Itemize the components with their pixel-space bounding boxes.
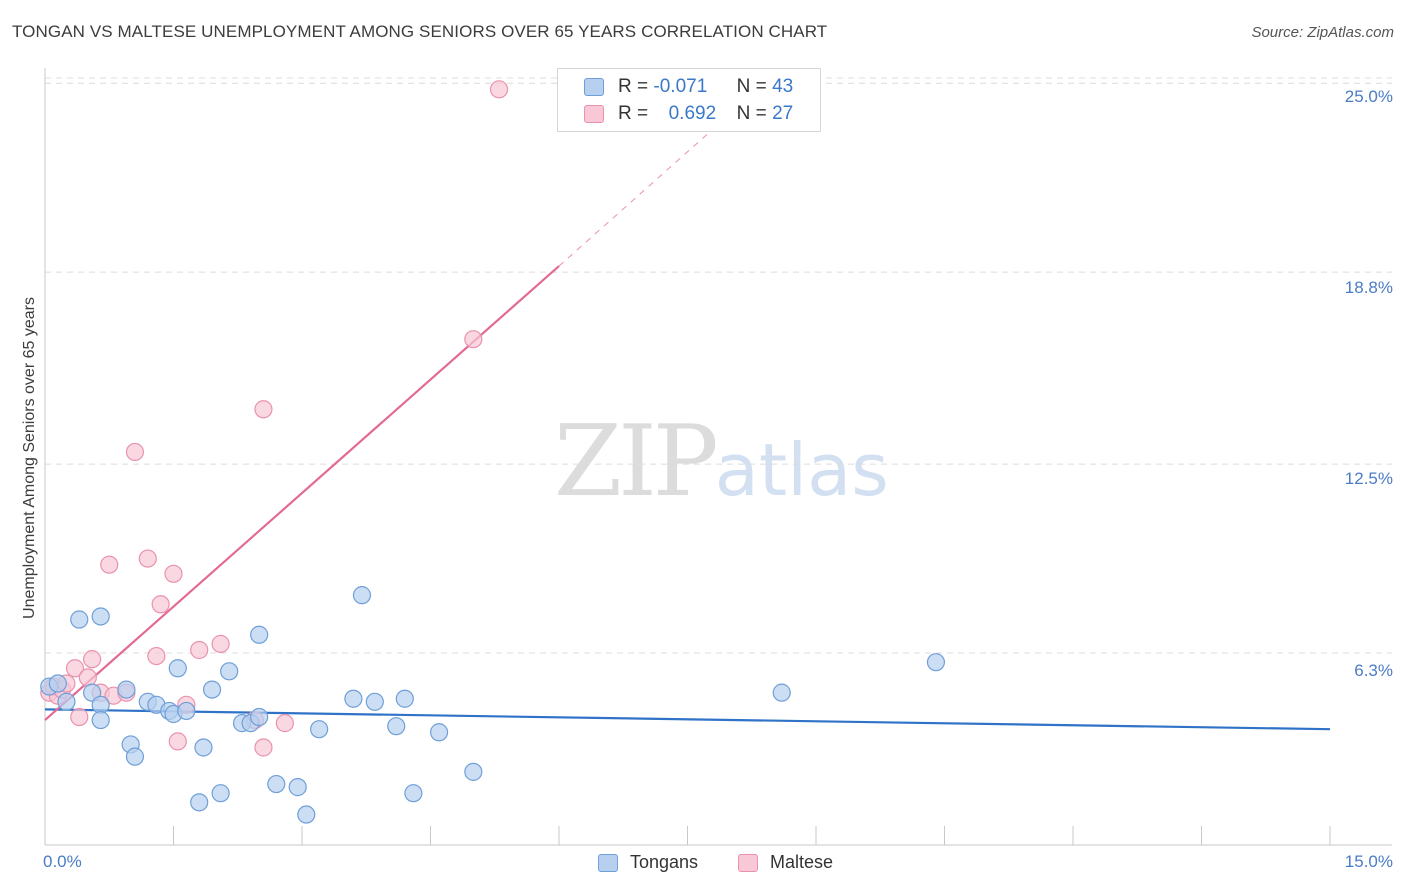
tongans-point [211, 784, 230, 803]
tongans-swatch [598, 853, 618, 872]
tongans-swatch [584, 78, 604, 96]
points-layer [40, 80, 946, 824]
tongans-point [464, 762, 483, 781]
trend-layer [44, 128, 1331, 731]
correlation-legend: R = -0.071 N = 43 R = 0.692 N = 27 [557, 68, 821, 132]
tongans-point [125, 747, 145, 766]
y-tick-label: 6.3% [1354, 661, 1393, 680]
legend-r-label: R = [618, 76, 649, 97]
tongans-point [91, 695, 110, 714]
tongans-point [117, 680, 136, 699]
tongans-point [194, 738, 213, 757]
watermark-zip: ZIP [554, 405, 719, 519]
tongans-point [48, 674, 67, 693]
maltese-point [168, 732, 187, 751]
legend-r-value: 0.692 [668, 103, 717, 124]
maltese-point [100, 555, 119, 574]
maltese-point [275, 714, 294, 733]
chart-title: TONGAN VS MALTESE UNEMPLOYMENT AMONG SEN… [12, 22, 828, 41]
tongans-point [297, 805, 316, 824]
y-tick-label: 12.5% [1344, 469, 1393, 488]
y-tick-label: 25.0% [1344, 87, 1393, 106]
maltese-point [138, 549, 157, 568]
maltese-point [254, 400, 273, 419]
maltese-point [164, 564, 183, 583]
maltese-point [65, 659, 85, 678]
x-tick-label-max: 15.0% [1344, 852, 1393, 871]
legend-row-maltese: R = 0.692 N = 27 [584, 102, 793, 126]
x-tick-label-min: 0.0% [43, 852, 82, 871]
bottom-legend-maltese-label: Maltese [770, 852, 834, 872]
bottom-legend-tongans: Tongans [598, 852, 698, 873]
tongans-point [365, 692, 384, 711]
tongans-point [926, 653, 946, 672]
axis-layer [44, 68, 1392, 846]
grid-layer [45, 77, 1392, 654]
maltese-point [83, 650, 102, 669]
tongans-point [352, 586, 372, 605]
tongans-point [310, 720, 329, 739]
tongans-point [202, 680, 222, 699]
maltese-point [190, 640, 209, 660]
maltese-point [70, 707, 89, 727]
maltese-point [489, 80, 509, 99]
maltese-point [125, 442, 145, 462]
bottom-legend-maltese: Maltese [738, 852, 833, 873]
tongans-point [772, 683, 791, 702]
source-label: Source: ZipAtlas.com [1251, 24, 1394, 41]
maltese-point [211, 634, 230, 653]
tongans-point [267, 774, 286, 794]
legend-r-value: -0.071 [653, 76, 708, 97]
tongans-point [70, 610, 89, 629]
legend-row-tongans: R = -0.071 N = 43 [584, 75, 793, 99]
legend-n-label: N = [736, 103, 767, 124]
maltese-point [147, 646, 166, 666]
tongans-point [387, 717, 406, 736]
watermark: ZIPatlas [554, 405, 889, 519]
tongans-point [250, 625, 269, 644]
tongans-point [57, 692, 76, 711]
tongans-point [288, 778, 307, 797]
tongans-point [220, 662, 239, 681]
legend-n-value: 43 [772, 76, 794, 97]
tongans-point [404, 784, 423, 803]
y-tick-label: 18.8% [1344, 278, 1393, 297]
tongans-point [250, 707, 269, 727]
y-axis-label: Unemployment Among Seniors over 65 years [21, 297, 38, 619]
tongans-point [91, 710, 110, 730]
maltese-swatch [738, 853, 758, 872]
maltese-point [464, 330, 483, 349]
maltese-point [254, 738, 273, 757]
legend-r-label: R = [618, 103, 649, 124]
tongans-point [344, 689, 363, 708]
watermark-atlas: atlas [714, 428, 889, 512]
maltese-swatch [584, 105, 604, 123]
legend-n-label: N = [736, 76, 767, 97]
maltese-trend-extension [558, 128, 714, 267]
tongans-point [190, 793, 209, 812]
tongans-point [91, 607, 110, 626]
maltese-point [78, 668, 97, 687]
tongans-point [429, 723, 449, 742]
legend-n-value: 27 [772, 103, 794, 124]
bottom-legend-tongans-label: Tongans [630, 852, 699, 872]
maltese-point [151, 595, 170, 614]
maltese-trend-line [44, 265, 560, 721]
tongans-point [168, 659, 187, 678]
tongans-point [177, 701, 196, 721]
tongans-point [395, 689, 414, 708]
